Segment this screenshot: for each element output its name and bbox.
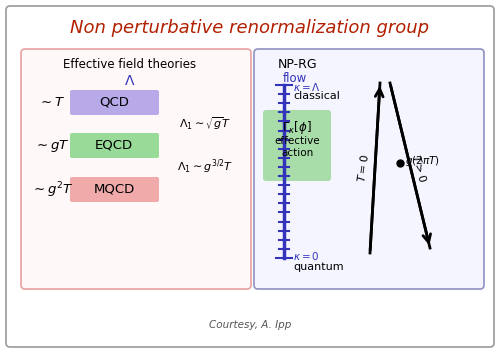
FancyBboxPatch shape [21,49,251,289]
Text: MQCD: MQCD [94,183,134,196]
Text: $T=0$: $T=0$ [355,153,371,183]
Text: $\sim g^2T$: $\sim g^2T$ [31,180,73,200]
Text: $\Lambda_1 \sim \sqrt{g}T$: $\Lambda_1 \sim \sqrt{g}T$ [179,116,231,132]
Text: $\Lambda$: $\Lambda$ [124,74,136,88]
Text: NP-RG: NP-RG [278,59,318,72]
Text: $g(2\pi T)$: $g(2\pi T)$ [405,154,440,168]
FancyBboxPatch shape [70,177,159,202]
Text: $\kappa = 0$: $\kappa = 0$ [293,250,320,262]
Text: $\kappa = \Lambda$: $\kappa = \Lambda$ [293,81,321,93]
Text: Courtesy, A. Ipp: Courtesy, A. Ipp [209,320,291,330]
Text: Non perturbative renormalization group: Non perturbative renormalization group [70,19,430,37]
Text: $T>0$: $T>0$ [410,152,430,184]
Text: QCD: QCD [99,96,129,108]
Text: $\Lambda_1 \sim g^{3/2}T$: $\Lambda_1 \sim g^{3/2}T$ [177,158,233,176]
Text: Effective field theories: Effective field theories [64,59,196,72]
Text: flow: flow [283,72,307,85]
Text: action: action [281,148,313,158]
Text: $\sim gT$: $\sim gT$ [34,138,70,154]
Text: quantum: quantum [293,262,344,272]
Text: effective: effective [274,136,320,146]
FancyBboxPatch shape [70,133,159,158]
FancyBboxPatch shape [254,49,484,289]
FancyBboxPatch shape [70,90,159,115]
FancyBboxPatch shape [6,6,494,347]
Text: $\sim T$: $\sim T$ [38,96,66,109]
Text: EQCD: EQCD [95,138,133,151]
Text: $\Gamma_\kappa[\phi]$: $\Gamma_\kappa[\phi]$ [282,119,312,136]
FancyBboxPatch shape [263,110,331,181]
Text: classical: classical [293,91,340,101]
